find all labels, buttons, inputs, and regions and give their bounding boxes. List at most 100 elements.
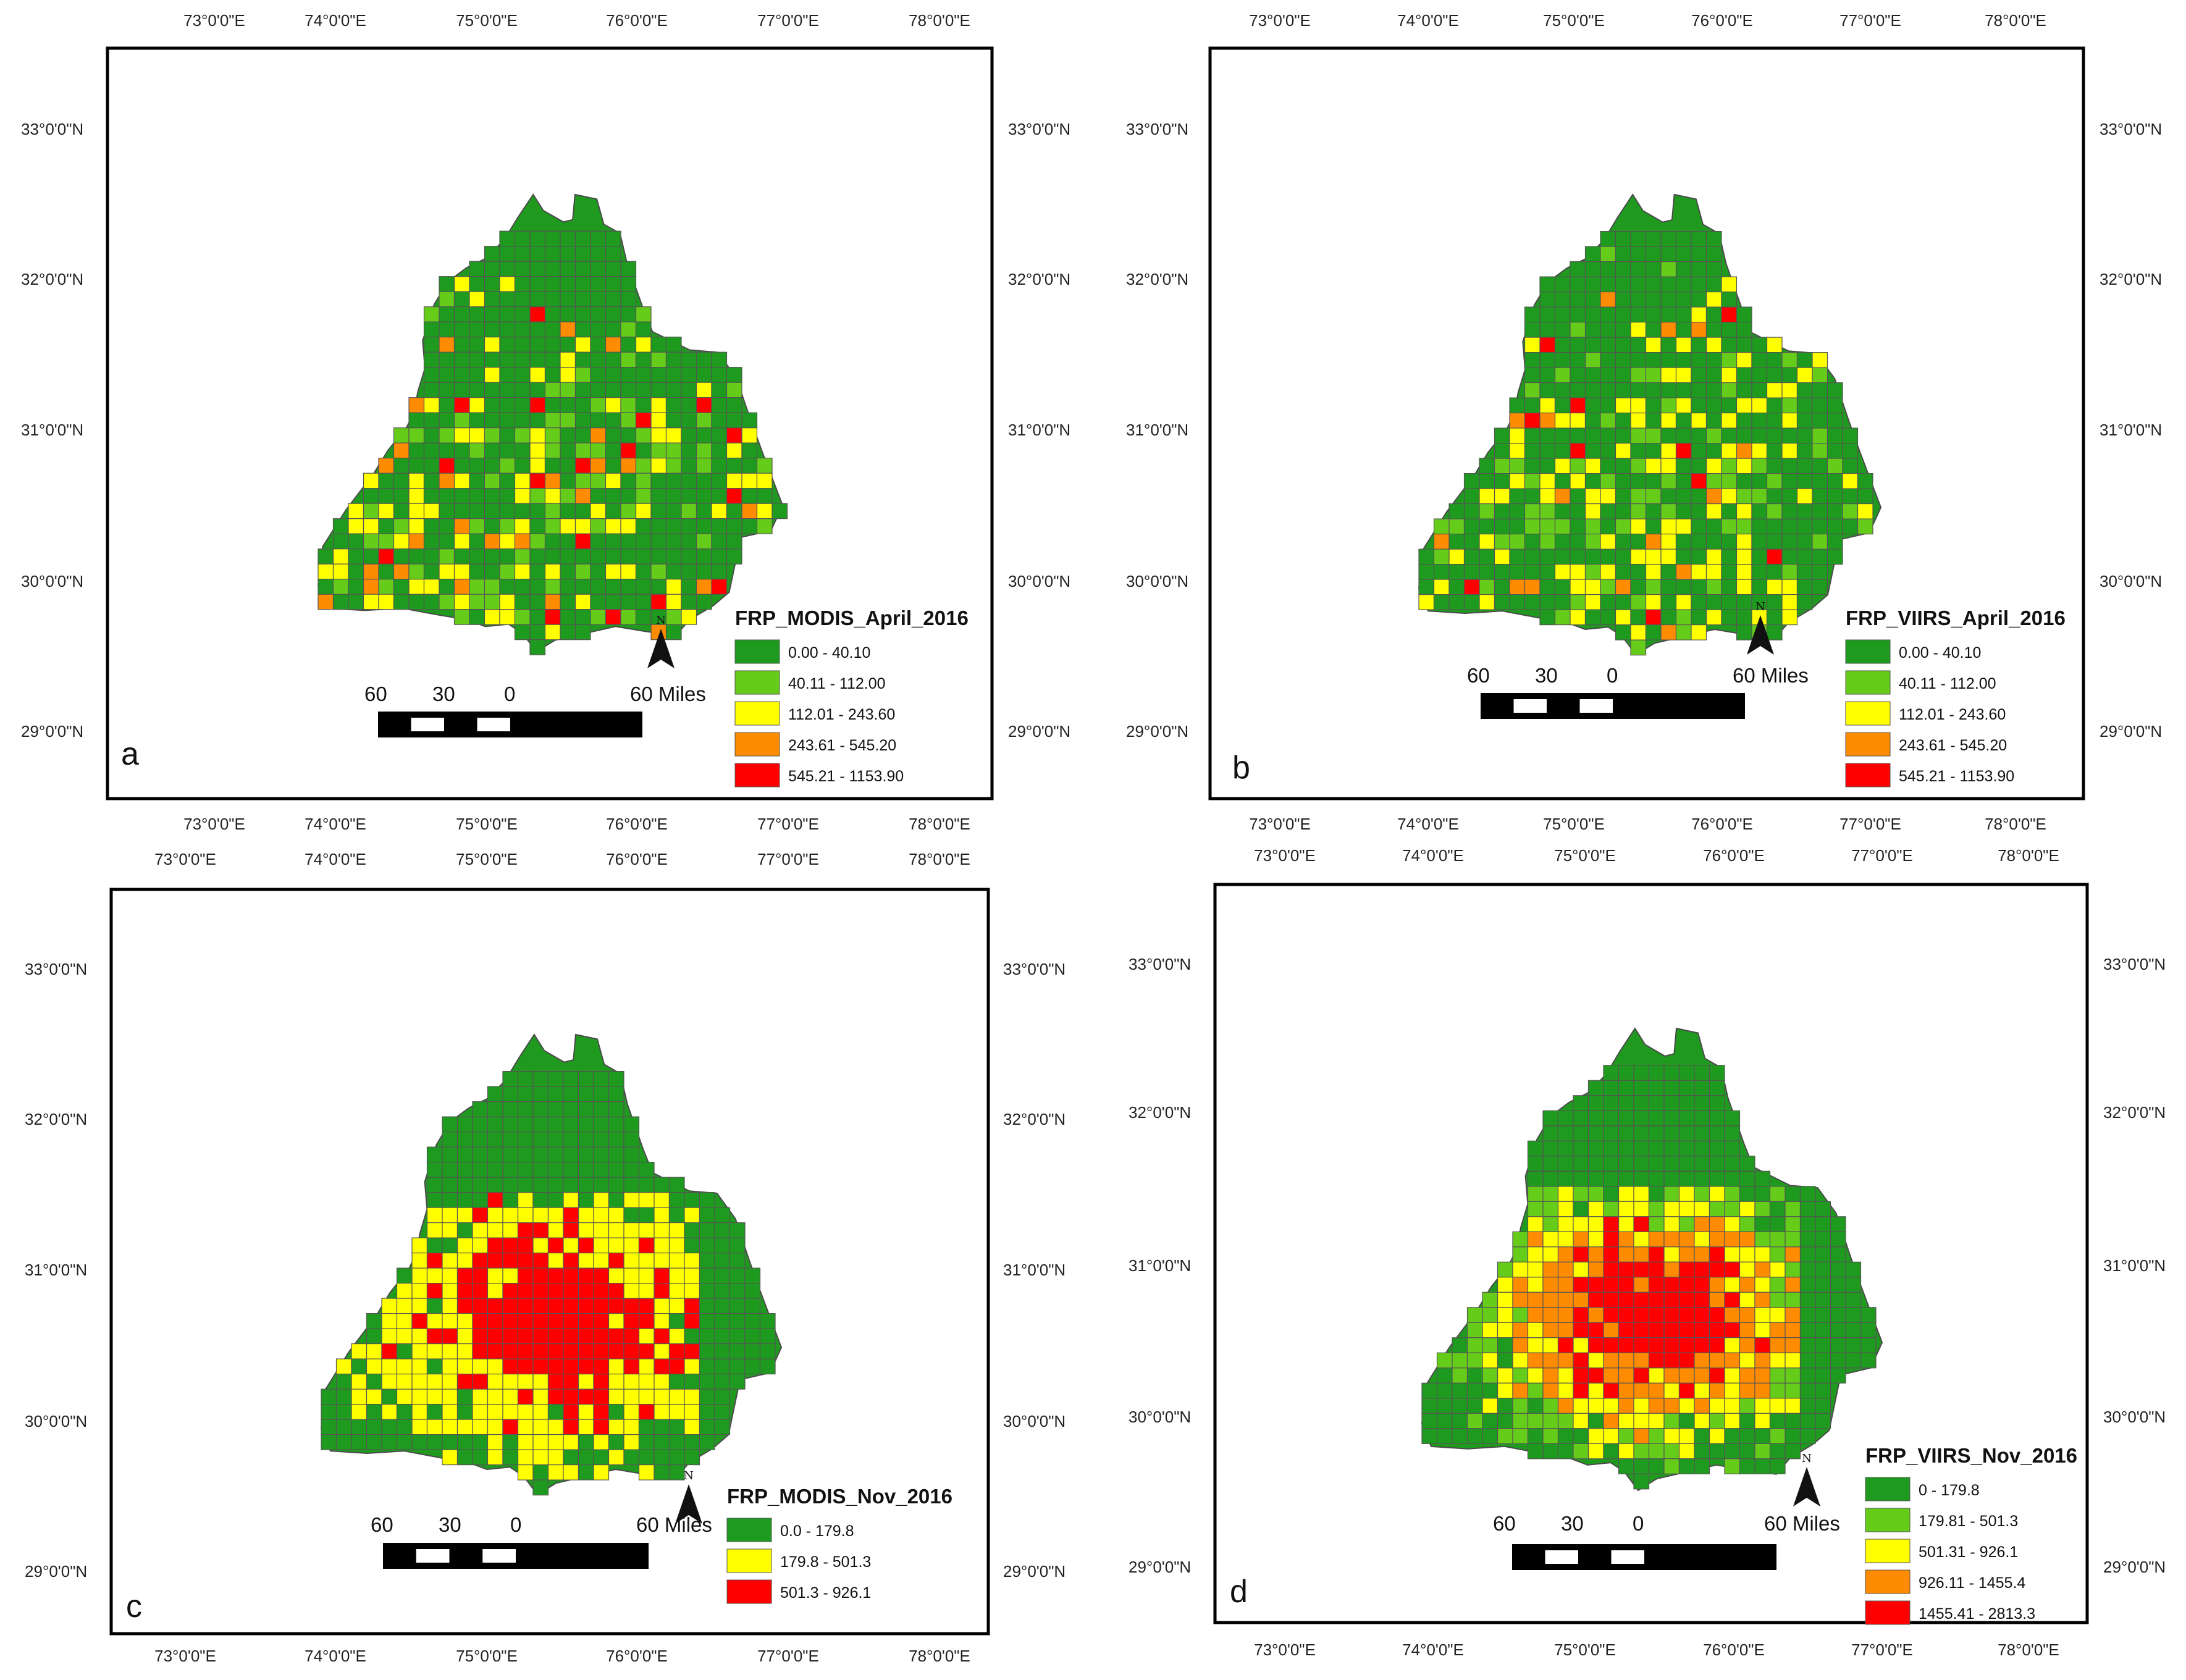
frp-grid-cell [590, 579, 607, 595]
frp-grid-cell [623, 1161, 640, 1178]
frp-grid-cell [638, 1237, 655, 1254]
frp-grid-cell [529, 609, 546, 625]
frp-grid-cell [1603, 1322, 1620, 1338]
north-label: N [1755, 600, 1765, 613]
frp-grid-cell [1479, 594, 1495, 610]
frp-grid-cell [1584, 488, 1601, 505]
frp-grid-cell [517, 1161, 534, 1178]
frp-grid-cell [590, 412, 607, 429]
frp-grid-cell [1739, 1322, 1755, 1338]
frp-grid-cell [487, 1403, 503, 1420]
frp-grid-cell [1466, 1322, 1483, 1338]
frp-grid-cell [574, 246, 591, 262]
frp-grid-cell [593, 1312, 610, 1329]
latitude-label: 31°0'0"N [1126, 421, 1188, 439]
frp-grid-cell [699, 1388, 715, 1405]
latitude-label: 29°0'0"N [1129, 1558, 1191, 1576]
frp-grid-cell [544, 412, 561, 429]
frp-grid-cell [469, 306, 486, 322]
frp-grid-cell [1479, 472, 1495, 489]
frp-grid-cell [560, 458, 576, 474]
scale-bar: 60 30 0 60 Miles [364, 682, 706, 737]
frp-grid-cell [381, 1373, 398, 1390]
frp-grid-cell [351, 1343, 368, 1359]
frp-grid-cell [1694, 1065, 1710, 1081]
frp-grid-cell [605, 458, 621, 474]
frp-grid-cell [1570, 261, 1586, 277]
frp-grid-cell [1524, 412, 1541, 429]
frp-grid-cell [714, 1207, 731, 1224]
frp-grid-cell [696, 351, 712, 368]
frp-grid-cell [1678, 1125, 1695, 1141]
frp-grid-cell [426, 1177, 443, 1193]
legend-swatch [1865, 1477, 1911, 1502]
frp-grid-cell [1421, 1398, 1438, 1414]
frp-grid-cell [1494, 548, 1510, 565]
frp-grid-cell [517, 1252, 534, 1269]
frp-grid-cell [408, 488, 425, 504]
frp-grid-cell [1769, 1231, 1786, 1248]
frp-grid-cell [1633, 1140, 1650, 1157]
frp-grid-cell [1630, 442, 1647, 459]
frp-grid-cell [578, 1101, 594, 1117]
frp-grid-cell [650, 442, 667, 459]
frp-grid-cell [605, 382, 621, 398]
longitude-label: 74°0'0"E [305, 11, 366, 30]
frp-grid-cell [456, 1267, 473, 1284]
frp-grid-cell [442, 1298, 458, 1314]
frp-grid-cell [1603, 1231, 1620, 1248]
frp-grid-cell [1678, 1231, 1695, 1248]
frp-grid-cell [1527, 1186, 1544, 1202]
frp-grid-cell [1600, 261, 1616, 277]
frp-grid-cell [1587, 1186, 1604, 1202]
frp-grid-cell [684, 1358, 700, 1375]
frp-grid-cell [469, 579, 486, 595]
frp-grid-cell [366, 1434, 382, 1450]
frp-grid-cell [1754, 1277, 1771, 1293]
frp-grid-cell [1570, 397, 1586, 414]
frp-grid-cell [1678, 1201, 1695, 1217]
frp-grid-cell [1633, 1398, 1650, 1414]
frp-grid-cell [487, 1161, 503, 1178]
frp-grid-cell [456, 1222, 473, 1238]
frp-grid-cell [1660, 579, 1677, 595]
frp-grid-cell [1678, 1398, 1695, 1414]
frp-grid-cell [726, 427, 742, 443]
frp-grid-cell [593, 1464, 610, 1480]
frp-grid-cell [502, 1267, 519, 1284]
punjab-map [1418, 193, 1882, 656]
frp-grid-cell [1769, 1277, 1786, 1293]
frp-grid-cell [547, 1252, 564, 1269]
legend-swatch [734, 639, 780, 664]
frp-grid-cell [1796, 397, 1813, 414]
map-frame [106, 46, 994, 800]
frp-grid-cell [426, 1298, 443, 1314]
frp-grid-cell [620, 427, 637, 443]
frp-grid-cell [484, 488, 500, 504]
frp-grid-cell [1721, 563, 1738, 580]
frp-grid-cell [456, 1191, 473, 1208]
frp-grid-cell [1527, 1231, 1544, 1248]
frp-grid-cell [439, 382, 455, 398]
frp-grid-cell [1830, 1261, 1846, 1278]
frp-grid-cell [563, 1434, 579, 1450]
frp-grid-cell [1709, 1156, 1725, 1172]
frp-grid-cell [1482, 1367, 1499, 1384]
longitude-label: 76°0'0"E [606, 815, 668, 833]
frp-grid-cell [1678, 1170, 1695, 1187]
frp-grid-cell [1573, 1367, 1589, 1384]
frp-grid-cell [684, 1237, 700, 1254]
frp-grid-cell [684, 1434, 700, 1450]
frp-grid-cell [532, 1373, 549, 1390]
frp-grid-cell [453, 472, 470, 489]
frp-grid-cell [408, 442, 425, 459]
frp-grid-cell [620, 579, 637, 595]
scale-label-60: 60 [364, 682, 387, 705]
frp-grid-cell [514, 442, 531, 459]
frp-grid-cell [1554, 594, 1571, 610]
legend-swatch [1865, 1539, 1911, 1563]
frp-grid-cell [711, 518, 728, 534]
frp-grid-cell [411, 1328, 428, 1345]
frp-grid-cell [590, 291, 607, 308]
frp-grid-cell [726, 503, 742, 519]
